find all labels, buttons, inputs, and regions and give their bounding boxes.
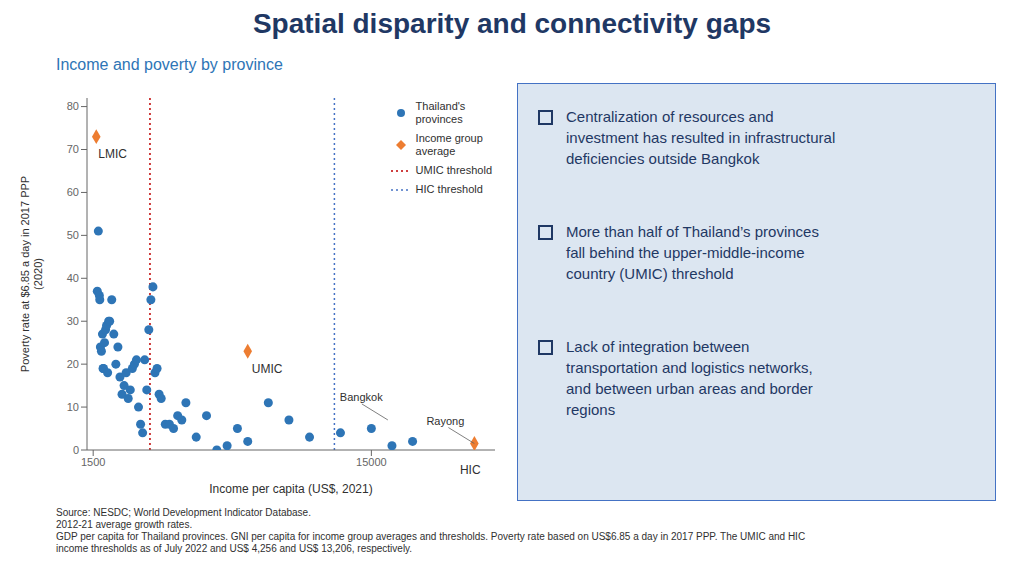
svg-text:60: 60 (67, 186, 79, 198)
html-text:More than half of Thailand’s p: More than half of Thailand’s provinces f… (566, 223, 819, 282)
html-text:GDP per capita for Thailand pr: GDP per capita for Thailand provinces. G… (56, 531, 806, 542)
svg-text:20: 20 (67, 358, 79, 370)
html-text:Thailand's provinces: Thailand's provinces (415, 100, 466, 125)
svg-text:UMIC: UMIC (252, 362, 283, 376)
svg-text:10: 10 (67, 401, 79, 413)
svg-text:Income per capita (US$, 2021): Income per capita (US$, 2021) (209, 482, 372, 496)
html-text:Centralization of resources an: Centralization of resources and investme… (566, 108, 836, 167)
svg-text:80: 80 (67, 100, 79, 112)
svg-text:Bangkok: Bangkok (340, 391, 383, 403)
svg-text:0: 0 (73, 444, 79, 456)
html-text:Spatial disparity and connecti: Spatial disparity and connectivity gaps (252, 8, 772, 39)
html-text:HIC threshold: HIC threshold (415, 183, 483, 195)
html-text:Income group average: Income group average (415, 132, 483, 157)
html-text:Lack of integration between tr: Lack of integration between transportati… (566, 338, 813, 418)
svg-text:70: 70 (67, 143, 79, 155)
svg-text:LMIC: LMIC (98, 147, 127, 161)
svg-text:15000: 15000 (356, 456, 387, 468)
svg-text:HIC: HIC (460, 463, 481, 477)
svg-text:50: 50 (67, 229, 79, 241)
svg-text:30: 30 (67, 315, 79, 327)
html-text:income thresholds as of July 2: income thresholds as of July 2022 and US… (56, 543, 413, 554)
svg-text:1500: 1500 (81, 456, 105, 468)
svg-text:40: 40 (67, 272, 79, 284)
svg-text:Rayong: Rayong (426, 415, 464, 427)
html-text:Income and poverty by province: Income and poverty by province (56, 56, 283, 73)
svg-text:Poverty rate at $6.85 a day in: Poverty rate at $6.85 a day in 2017 PPP(… (20, 176, 44, 372)
html-text:Source: NESDC; World Developme: Source: NESDC; World Development Indicat… (56, 507, 311, 518)
html-text:2012-21 average growth rates.: 2012-21 average growth rates. (56, 519, 193, 530)
html-text:UMIC threshold: UMIC threshold (415, 164, 492, 176)
